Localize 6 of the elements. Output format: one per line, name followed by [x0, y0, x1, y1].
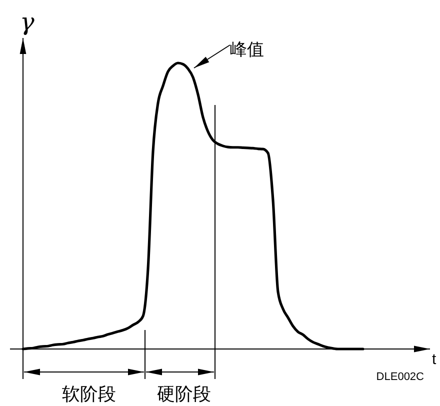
text: 软阶段 [62, 384, 116, 405]
text: DLE002C [376, 371, 424, 383]
x-axis-title: t [432, 351, 437, 368]
text: 峰值 [230, 40, 264, 60]
y-axis-title: γ [20, 8, 35, 36]
text: 硬阶段 [157, 384, 211, 405]
